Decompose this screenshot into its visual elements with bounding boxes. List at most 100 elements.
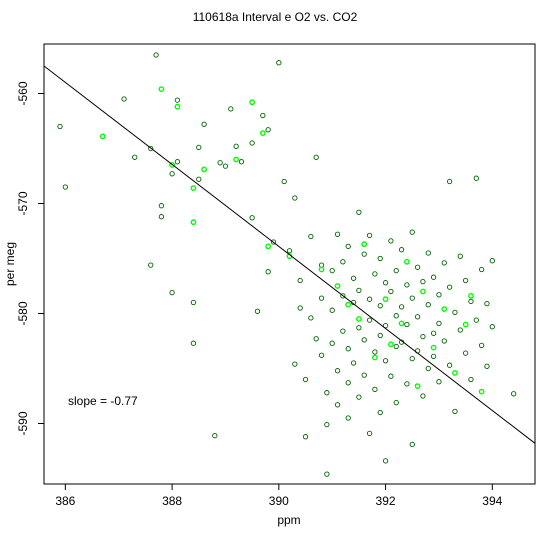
data-point xyxy=(201,121,207,127)
data-point xyxy=(452,369,458,376)
data-point xyxy=(478,388,485,395)
data-point xyxy=(308,315,314,321)
data-point xyxy=(377,332,383,339)
data-point xyxy=(468,292,474,299)
data-point xyxy=(355,316,362,322)
data-point xyxy=(350,360,357,366)
data-point xyxy=(441,338,447,344)
data-point xyxy=(158,214,165,220)
data-point xyxy=(382,322,389,329)
regression-line xyxy=(43,65,536,444)
data-point xyxy=(201,166,208,173)
data-point xyxy=(452,408,458,415)
data-point xyxy=(404,258,410,265)
data-point xyxy=(356,287,362,294)
data-point xyxy=(398,304,405,310)
data-point xyxy=(420,393,426,399)
data-point xyxy=(259,130,266,137)
data-point xyxy=(388,373,394,379)
data-point xyxy=(452,309,458,316)
data-point xyxy=(228,106,234,112)
data-point xyxy=(308,233,314,240)
data-point xyxy=(436,292,442,298)
data-point xyxy=(473,175,479,181)
data-point xyxy=(377,303,383,309)
data-point xyxy=(57,123,63,130)
data-point xyxy=(222,163,229,169)
data-point xyxy=(398,320,405,327)
data-point xyxy=(446,284,453,290)
y-tick-label: -560 xyxy=(16,81,30,105)
y-tick-label: -590 xyxy=(16,411,30,435)
data-point xyxy=(430,344,437,351)
x-tick-label: 394 xyxy=(482,494,502,508)
data-point xyxy=(233,143,239,149)
data-point xyxy=(276,60,282,66)
data-point xyxy=(313,336,319,342)
data-point xyxy=(462,277,469,284)
data-point xyxy=(270,239,277,245)
data-point xyxy=(441,306,448,312)
data-point xyxy=(409,441,415,448)
data-point xyxy=(366,232,373,239)
data-point xyxy=(265,269,271,275)
data-point xyxy=(190,340,197,346)
data-point xyxy=(340,293,346,299)
data-point xyxy=(158,86,165,93)
data-point xyxy=(388,238,394,244)
data-point xyxy=(388,288,394,295)
data-point xyxy=(334,402,341,408)
data-point xyxy=(511,391,517,397)
data-point xyxy=(329,340,335,346)
data-point xyxy=(190,299,197,306)
data-point xyxy=(420,333,426,340)
data-point xyxy=(393,313,399,319)
data-point xyxy=(265,243,272,250)
data-point xyxy=(462,321,469,328)
data-point xyxy=(217,160,223,166)
data-point xyxy=(238,159,245,165)
data-point xyxy=(430,330,437,336)
data-point xyxy=(366,296,373,302)
data-point xyxy=(414,383,421,389)
x-tick-label: 390 xyxy=(269,494,289,508)
data-point xyxy=(436,379,442,385)
data-point xyxy=(153,52,159,58)
plot-frame xyxy=(43,43,536,485)
data-point xyxy=(377,255,383,262)
data-point xyxy=(334,368,341,374)
data-point xyxy=(371,354,378,361)
data-point xyxy=(190,219,197,226)
data-point xyxy=(302,376,309,383)
data-point xyxy=(382,358,389,364)
data-point xyxy=(334,231,341,237)
y-axis-label: per meg xyxy=(3,242,17,286)
data-point xyxy=(260,112,266,119)
data-point xyxy=(329,307,335,313)
data-points xyxy=(57,52,517,477)
data-point xyxy=(409,355,415,362)
data-point xyxy=(297,305,303,311)
data-point xyxy=(356,325,362,331)
data-point xyxy=(148,145,154,152)
x-tick-label: 392 xyxy=(376,494,396,508)
data-point xyxy=(350,275,357,281)
data-point xyxy=(446,178,453,185)
y-axis: -560 -570 -580 -590 xyxy=(16,81,44,436)
data-point xyxy=(286,248,293,254)
data-point xyxy=(292,195,298,201)
data-point xyxy=(361,241,368,248)
x-axis-label: ppm xyxy=(277,513,300,527)
data-point xyxy=(297,277,303,284)
data-point xyxy=(393,267,399,274)
data-point xyxy=(254,308,261,314)
data-point xyxy=(372,386,378,393)
data-point xyxy=(430,274,437,280)
data-point xyxy=(196,176,202,182)
data-point xyxy=(441,260,447,266)
data-point xyxy=(345,243,351,250)
x-axis: 386 388 390 392 394 xyxy=(55,484,503,508)
data-point xyxy=(318,295,325,301)
data-point xyxy=(212,432,218,439)
data-point xyxy=(446,362,453,368)
